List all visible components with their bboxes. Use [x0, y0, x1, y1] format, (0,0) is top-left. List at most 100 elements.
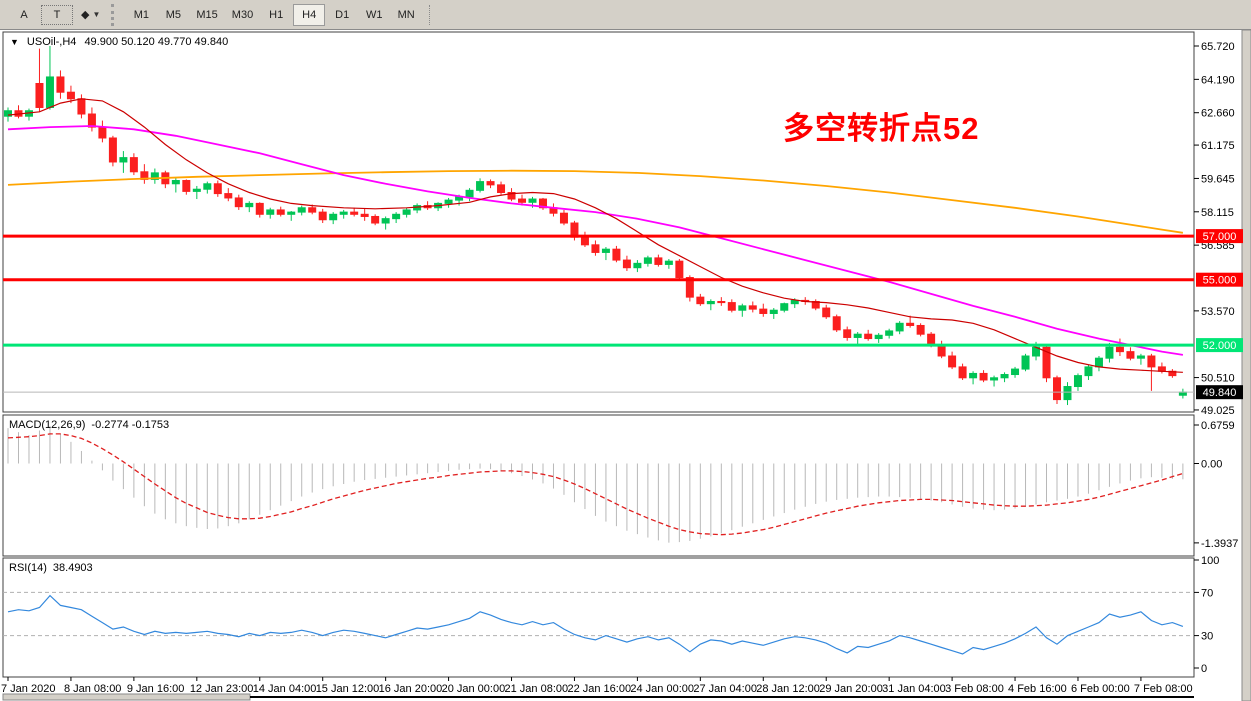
- candle-body: [476, 181, 485, 191]
- price-line-badge: [1196, 338, 1243, 353]
- macd-signal-line: [7, 433, 1184, 536]
- candle-body: [1105, 346, 1114, 359]
- candle: [822, 304, 831, 319]
- symbol-dropdown-icon[interactable]: ▼: [10, 37, 19, 47]
- candle-body: [171, 180, 180, 185]
- candle-body: [664, 260, 673, 265]
- time-tick-label: 22 Jan 16:00: [567, 683, 631, 695]
- rsi-panel[interactable]: [2, 557, 1195, 678]
- timeframe-button-m1[interactable]: M1: [133, 8, 150, 21]
- candle: [738, 303, 747, 317]
- candle: [633, 260, 642, 273]
- candle: [1073, 373, 1082, 391]
- candle: [465, 188, 474, 202]
- time-tick-label: 29 Jan 20:00: [819, 683, 883, 695]
- candle: [329, 212, 338, 225]
- price-panel[interactable]: [2, 31, 1195, 413]
- candle-body: [497, 184, 506, 193]
- price-line-badge-label: 55.000: [1203, 275, 1237, 287]
- timeframe-button-h4[interactable]: H4: [293, 3, 326, 26]
- candle: [234, 194, 243, 210]
- candle: [727, 299, 736, 313]
- price-tick-label: 59.645: [1201, 173, 1235, 185]
- candle-body: [329, 213, 338, 221]
- macd-name: MACD(12,26,9): [9, 419, 86, 431]
- macd-panel[interactable]: [2, 414, 1195, 557]
- candle-body: [224, 193, 233, 199]
- candle: [1126, 347, 1135, 361]
- time-tick-label: 3 Feb 08:00: [945, 683, 1004, 695]
- candle: [486, 179, 495, 189]
- candle: [612, 245, 621, 263]
- candle-body: [780, 303, 789, 311]
- candle: [1063, 382, 1072, 406]
- time-tick-label: 7 Feb 08:00: [1134, 683, 1193, 695]
- candle-body: [748, 305, 757, 310]
- candle-body: [56, 76, 65, 93]
- candle: [203, 181, 212, 194]
- candle: [339, 209, 348, 219]
- macd-tick-label: 0.6759: [1201, 420, 1235, 432]
- chart-text-annotation[interactable]: 多空转折点52: [783, 111, 980, 146]
- candle-body: [35, 82, 44, 108]
- candle: [297, 205, 306, 216]
- candle: [895, 321, 904, 335]
- candle: [255, 202, 264, 218]
- candle-body: [402, 209, 411, 215]
- arrow-tool-button[interactable]: A: [20, 8, 28, 21]
- rsi-name: RSI(14): [9, 562, 47, 574]
- candle-body: [643, 257, 652, 264]
- candle-body: [958, 366, 967, 379]
- candle: [1000, 372, 1009, 383]
- timeframe-button-m30[interactable]: M30: [231, 8, 254, 21]
- timeframe-button-m15[interactable]: M15: [196, 8, 218, 21]
- text-tool-button[interactable]: T: [41, 4, 73, 25]
- candle: [213, 180, 222, 197]
- candle-body: [769, 309, 778, 314]
- rsi-indicator-label: RSI(14) 38.4903: [9, 562, 93, 574]
- candle: [874, 333, 883, 343]
- candle-body: [108, 137, 117, 163]
- candle-body: [129, 157, 138, 173]
- candle-body: [297, 207, 306, 213]
- candle-body: [1021, 355, 1030, 370]
- macd-tick-label: 0.00: [1201, 459, 1222, 471]
- candle: [318, 208, 327, 224]
- time-tick-label: 20 Jan 00:00: [442, 683, 506, 695]
- candle: [559, 209, 568, 226]
- ma-fast-line: [7, 98, 1183, 373]
- price-axis: 65.720 64.190 62.660 61.175 59.645 58.115 56.5…: [1194, 41, 1235, 417]
- candle-body: [790, 299, 799, 305]
- time-tick-label: 9 Jan 16:00: [127, 683, 185, 695]
- candle: [958, 363, 967, 380]
- candle: [360, 208, 369, 221]
- candle-body: [1011, 368, 1020, 376]
- price-tick-label: 61.175: [1201, 140, 1235, 152]
- time-tick-label: 27 Jan 04:00: [693, 683, 757, 695]
- candle-body: [203, 183, 212, 190]
- candle-body: [192, 188, 201, 192]
- macd-indicator-label: MACD(12,26,9) -0.2774 -0.1753: [9, 419, 169, 431]
- candle-body: [874, 334, 883, 340]
- timeframe-button-h1[interactable]: H1: [269, 8, 284, 21]
- symbol-name: USOil-,H4: [26, 36, 77, 48]
- macd-values: -0.2774 -0.1753: [91, 419, 170, 431]
- timeframe-button-d1[interactable]: D1: [335, 8, 350, 21]
- candle: [601, 246, 610, 261]
- time-tick-label: 8 Jan 08:00: [64, 683, 122, 695]
- candle-body: [727, 302, 736, 311]
- candle-body: [906, 322, 915, 326]
- candle-body: [969, 372, 978, 379]
- timeframe-button-w1[interactable]: W1: [365, 8, 383, 21]
- price-tick-label: 53.570: [1201, 306, 1235, 318]
- ma-slow-line: [7, 169, 1184, 234]
- timeframe-button-m5[interactable]: M5: [165, 8, 182, 21]
- price-line-badge-label: 52.000: [1203, 340, 1237, 352]
- shapes-tool-button[interactable]: ◆ ▼: [75, 5, 106, 25]
- candle-body: [979, 372, 988, 381]
- timeframe-button-mn[interactable]: MN: [397, 8, 415, 21]
- candle-body: [255, 202, 264, 215]
- time-tick-label: 4 Feb 16:00: [1008, 683, 1067, 695]
- candle-body: [1073, 375, 1082, 388]
